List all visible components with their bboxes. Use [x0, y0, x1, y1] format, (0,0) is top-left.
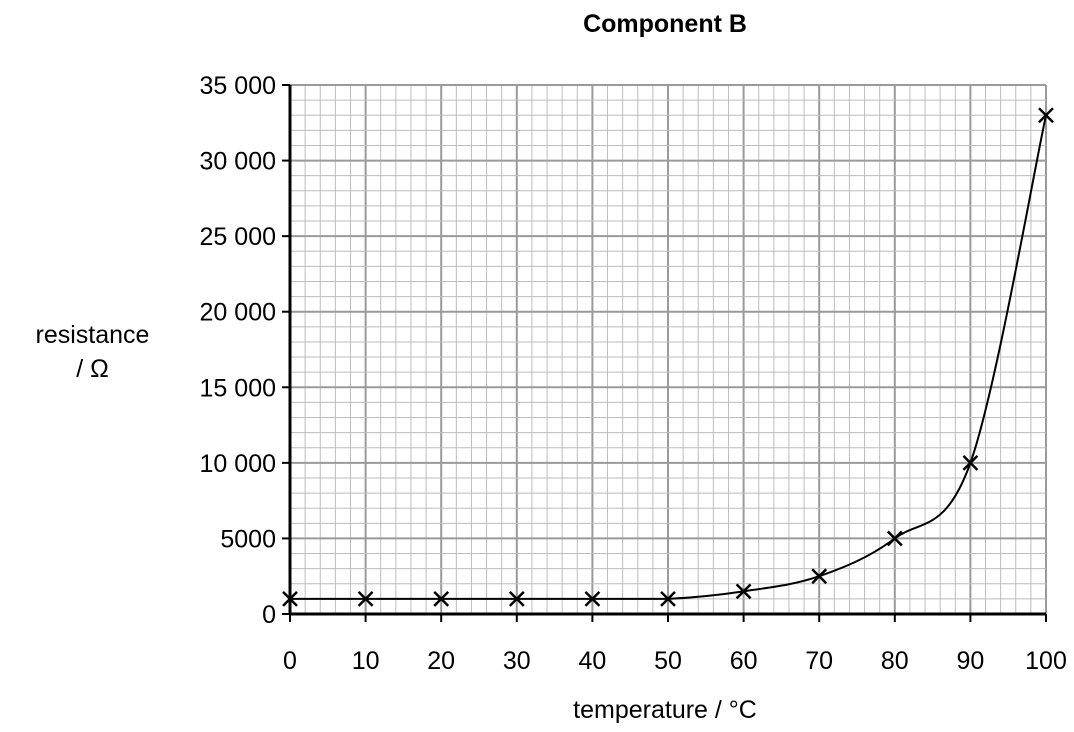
data-point-cross-stroke	[1038, 107, 1054, 124]
data-point-cross-stroke	[584, 591, 601, 607]
data-point	[735, 583, 752, 600]
data-point	[357, 591, 374, 607]
data-point	[660, 591, 676, 607]
data-series	[282, 107, 1054, 607]
x-tick-label: 70	[805, 647, 833, 675]
y-tick-label: 15 000	[200, 374, 276, 402]
x-tick-label: 80	[881, 647, 909, 675]
x-tick-label: 40	[578, 647, 606, 675]
x-tick-label: 90	[956, 647, 984, 675]
data-point-cross-stroke	[735, 583, 752, 600]
x-tick-label: 50	[654, 647, 682, 675]
x-tick-label: 60	[730, 647, 758, 675]
x-tick-label: 20	[427, 647, 455, 675]
data-point	[433, 591, 450, 607]
x-tick-label: 100	[1025, 647, 1067, 675]
x-tick-label: 10	[352, 647, 380, 675]
y-tick-label: 5000	[220, 525, 276, 553]
data-point	[962, 454, 979, 471]
y-tick-label: 25 000	[200, 223, 276, 251]
chart-title: Component B	[583, 10, 747, 38]
y-axis-label-line2: / Ω	[76, 355, 109, 383]
y-tick-label: 30 000	[200, 148, 276, 176]
tick-labels: 0 10 20 30 40 50 60 70 80 90 100 0 5000 10 000 15 000 2…	[200, 72, 1067, 675]
data-point-cross-stroke	[508, 591, 525, 607]
y-axis-label-line1: resistance	[35, 321, 150, 349]
x-tick-label: 0	[283, 647, 297, 675]
data-point-cross-stroke	[962, 454, 979, 471]
data-point-cross-stroke	[433, 591, 450, 607]
data-point	[1038, 107, 1054, 124]
y-tick-label: 35 000	[200, 72, 276, 100]
grid	[289, 84, 1047, 615]
y-axis-label: resistance / Ω	[0, 318, 185, 386]
x-axis-label: temperature / °C	[573, 696, 757, 724]
data-point-cross-stroke	[282, 591, 298, 607]
data-point-cross-stroke	[660, 591, 676, 607]
data-point	[886, 530, 903, 547]
data-point-cross-stroke	[811, 568, 828, 585]
data-point-cross-stroke	[886, 530, 903, 547]
x-tick-label: 30	[503, 647, 531, 675]
y-tick-label: 20 000	[200, 299, 276, 327]
data-point	[282, 591, 298, 607]
y-tick-label: 10 000	[200, 450, 276, 478]
data-point	[508, 591, 525, 607]
y-tick-label: 0	[262, 601, 276, 629]
axes	[282, 84, 1047, 622]
data-point	[811, 568, 828, 585]
data-point-cross-stroke	[357, 591, 374, 607]
data-point	[584, 591, 601, 607]
